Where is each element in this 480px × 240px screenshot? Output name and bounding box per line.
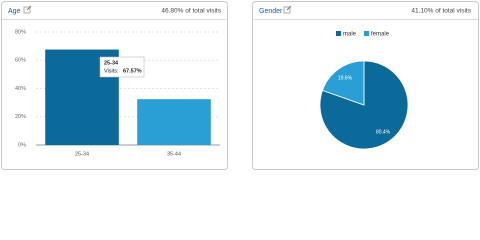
- pie-slice[interactable]: [319, 60, 409, 150]
- y-tick-label: 20%: [15, 114, 26, 120]
- tooltip: [99, 56, 145, 78]
- edit-icon[interactable]: [23, 5, 32, 14]
- tooltip-value: 67.57%: [123, 68, 142, 74]
- legend-swatch: [336, 31, 341, 36]
- slice-label: 80.4%: [376, 129, 391, 135]
- panel-title[interactable]: Gender: [259, 8, 283, 15]
- y-tick-label: 60%: [15, 58, 26, 64]
- pie-slice[interactable]: [321, 60, 365, 106]
- x-tick-label: 25-34: [75, 151, 89, 157]
- edit-icon[interactable]: [283, 5, 292, 14]
- tooltip-label: Visits:: [104, 68, 119, 74]
- y-tick-label: 80%: [15, 29, 26, 35]
- y-tick-label: 0%: [18, 142, 26, 148]
- panel-subtitle: 46.80% of total visits: [161, 8, 221, 15]
- bar[interactable]: [137, 99, 211, 145]
- y-tick-label: 40%: [15, 86, 26, 92]
- slice-label: 19.6%: [338, 75, 353, 81]
- dashboard: Age 46.80% of total visits Gender 41.10%…: [1, 1, 479, 170]
- tooltip-title: 25-34: [104, 60, 119, 66]
- page: Age 46.80% of total visits Gender 41.10%…: [1, 1, 479, 170]
- legend-label[interactable]: male: [343, 32, 357, 38]
- panel-subtitle: 41.10% of total visits: [411, 8, 471, 15]
- legend-swatch: [364, 31, 370, 36]
- panel-title[interactable]: Age: [8, 8, 21, 15]
- legend-label[interactable]: female: [371, 32, 390, 38]
- x-tick-label: 35-44: [167, 151, 181, 157]
